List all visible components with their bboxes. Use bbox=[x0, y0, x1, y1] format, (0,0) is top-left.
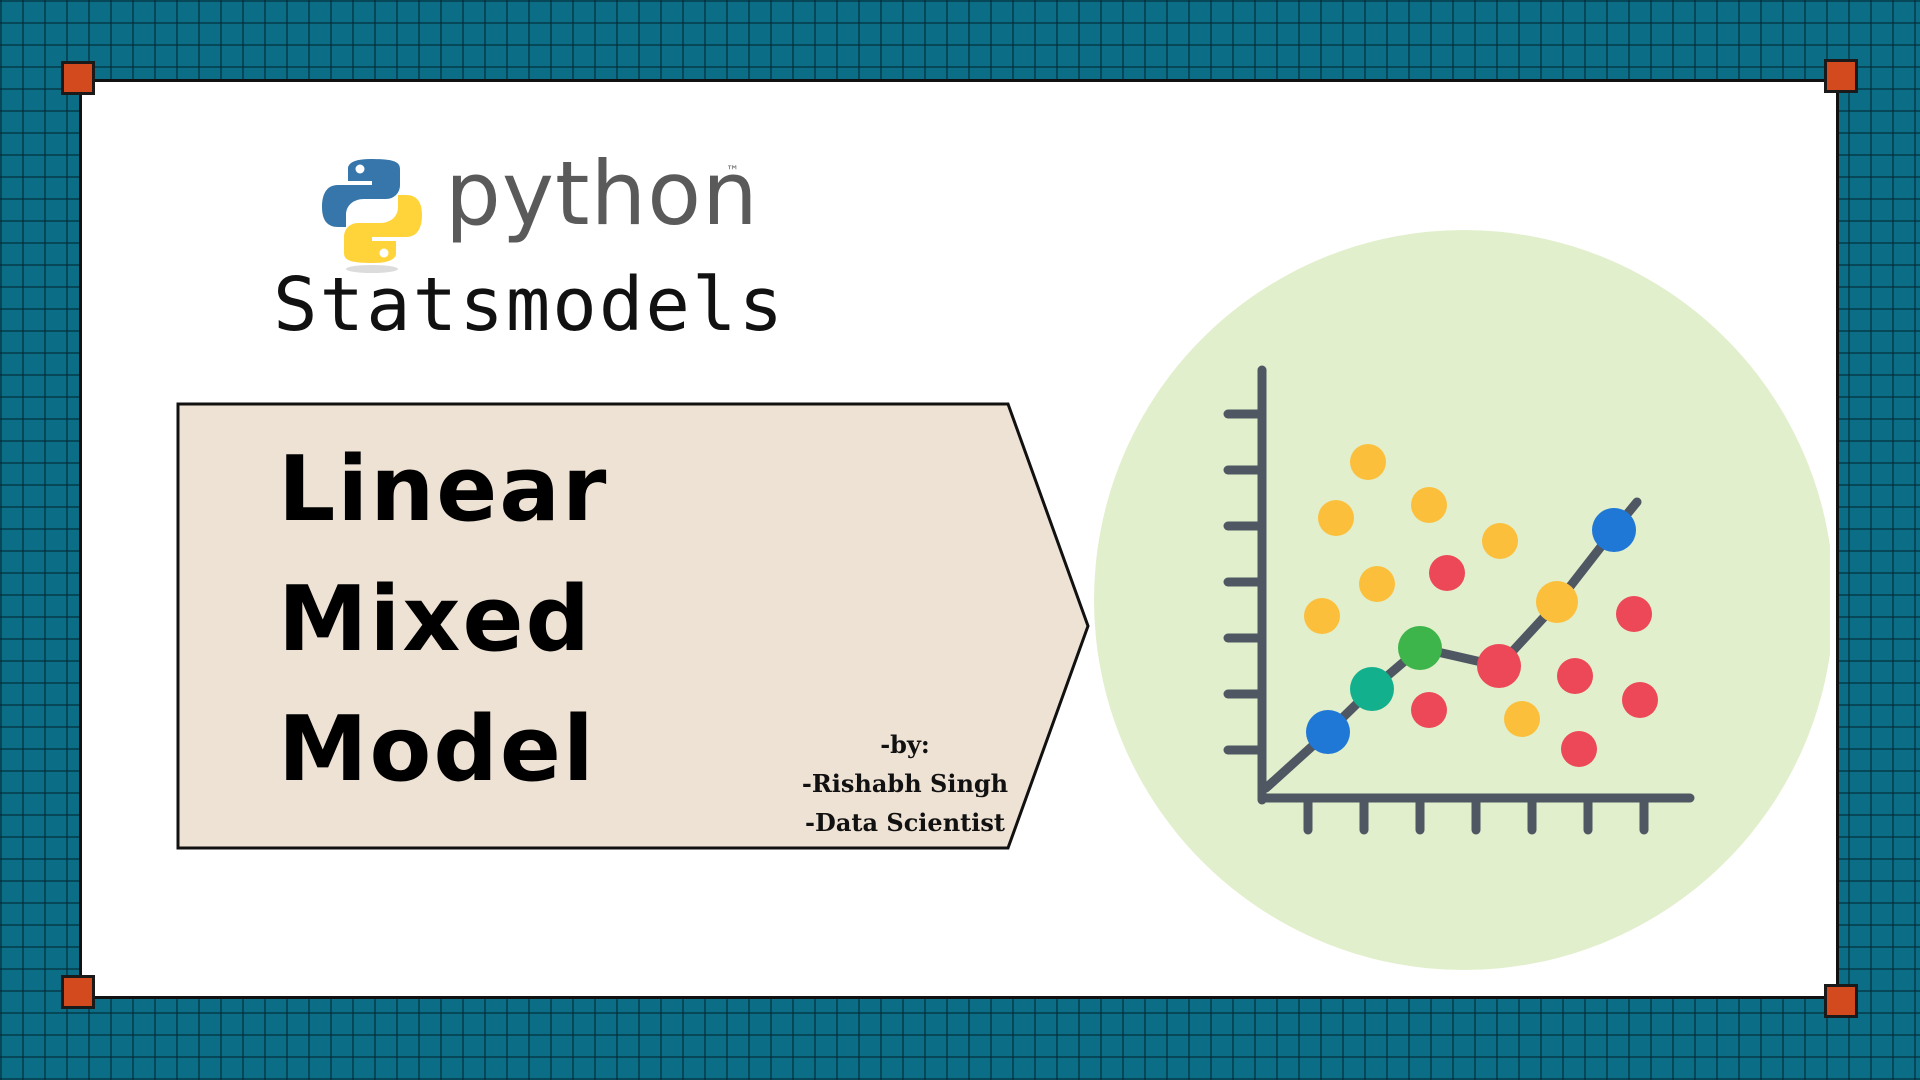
blue-point-high bbox=[1592, 508, 1636, 552]
python-logo-icon bbox=[322, 159, 422, 273]
title-line-3: Model bbox=[278, 697, 596, 802]
subtitle: Statsmodels bbox=[273, 262, 786, 348]
scatter-chart-icon bbox=[1094, 230, 1830, 970]
blue-point-low bbox=[1306, 710, 1350, 754]
author-byline: -by: -Rishabh Singh -Data Scientist bbox=[795, 725, 1015, 842]
teal-point bbox=[1350, 667, 1394, 711]
logo-shadow bbox=[346, 265, 398, 273]
yellow-points bbox=[1304, 444, 1578, 737]
title-banner bbox=[176, 402, 1090, 850]
trademark-symbol: ™ bbox=[726, 164, 739, 179]
python-wordmark: python bbox=[445, 142, 759, 245]
title-line-2: Mixed bbox=[278, 567, 592, 672]
illustration-background bbox=[1094, 230, 1830, 970]
chart-axes bbox=[1223, 365, 1695, 835]
title-line-1: Linear bbox=[278, 437, 609, 542]
corner-bottom-left bbox=[61, 975, 95, 1009]
byline-by: -by: bbox=[880, 730, 930, 759]
corner-bottom-right bbox=[1824, 984, 1858, 1018]
byline-role: -Data Scientist bbox=[805, 808, 1005, 837]
corner-top-right bbox=[1824, 59, 1858, 93]
red-points bbox=[1411, 555, 1658, 767]
corner-top-left bbox=[61, 61, 95, 95]
byline-author: -Rishabh Singh bbox=[801, 769, 1009, 798]
green-point bbox=[1398, 626, 1442, 670]
